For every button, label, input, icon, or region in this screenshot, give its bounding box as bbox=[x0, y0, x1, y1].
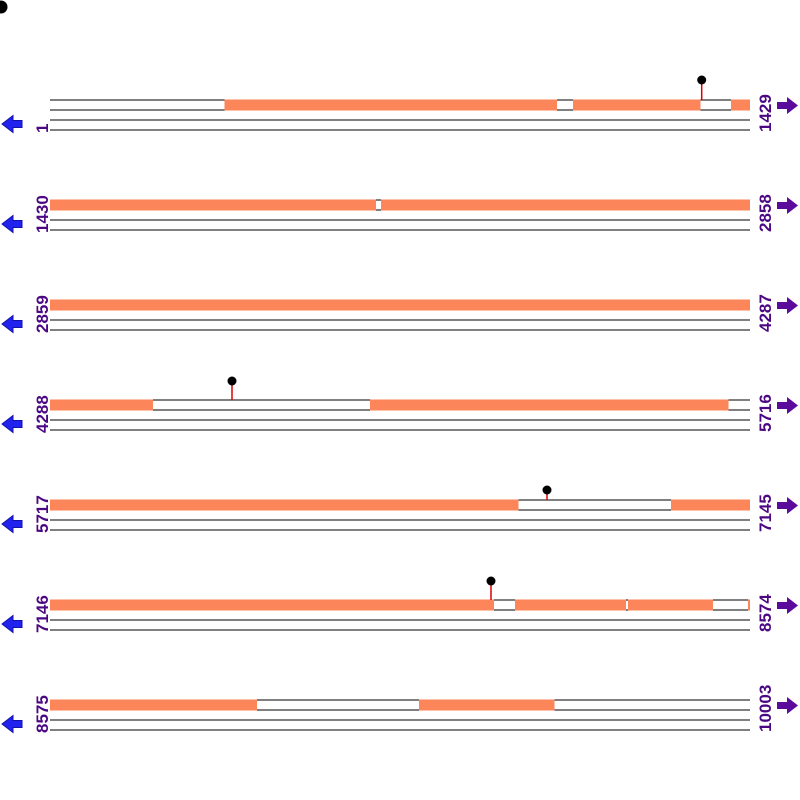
feature-segment[interactable] bbox=[50, 699, 258, 711]
feature-segment[interactable] bbox=[572, 99, 701, 111]
row-end-position-label: 7145 bbox=[756, 494, 775, 532]
row-end-position-label: 4287 bbox=[756, 294, 775, 332]
right-arrow-icon[interactable] bbox=[777, 97, 798, 114]
left-arrow-icon[interactable] bbox=[1, 414, 23, 434]
lollipop-marker-icon[interactable] bbox=[486, 576, 496, 586]
row-start-position-label: 2859 bbox=[33, 295, 52, 333]
row-start-position-label: 5717 bbox=[33, 495, 52, 533]
row-start-position-label: 1430 bbox=[33, 195, 52, 233]
sequence-row: 4288 5716 bbox=[1, 376, 798, 434]
row-end-position-label: 10003 bbox=[756, 685, 775, 732]
feature-segment[interactable] bbox=[514, 599, 627, 611]
right-arrow-icon[interactable] bbox=[777, 197, 798, 214]
left-arrow-icon[interactable] bbox=[1, 314, 23, 334]
feature-segment[interactable] bbox=[670, 499, 750, 511]
sequence-row: 8575 10003 bbox=[1, 685, 798, 734]
sequence-row: 7146 8574 bbox=[1, 576, 798, 634]
feature-segment[interactable] bbox=[50, 399, 153, 411]
row-start-position-label: 7146 bbox=[33, 595, 52, 633]
left-arrow-icon[interactable] bbox=[1, 714, 23, 734]
row-end-position-label: 2858 bbox=[756, 194, 775, 232]
feature-segment[interactable] bbox=[50, 599, 494, 611]
right-arrow-icon[interactable] bbox=[777, 397, 798, 414]
sequence-row: 1 1429 bbox=[1, 75, 798, 134]
feature-segment[interactable] bbox=[628, 599, 713, 611]
right-arrow-icon[interactable] bbox=[777, 497, 798, 514]
feature-segment[interactable] bbox=[381, 199, 750, 211]
lollipop-marker-icon[interactable] bbox=[542, 485, 552, 495]
feature-segment[interactable] bbox=[731, 99, 750, 111]
sequence-row: 1430 2858 bbox=[1, 194, 798, 234]
feature-segment[interactable] bbox=[50, 499, 519, 511]
feature-segment[interactable] bbox=[50, 299, 750, 311]
right-arrow-icon[interactable] bbox=[777, 297, 798, 314]
row-end-position-label: 1429 bbox=[756, 94, 775, 132]
sequence-row: 5717 7145 bbox=[1, 485, 798, 534]
row-start-position-label: 8575 bbox=[33, 695, 52, 733]
left-arrow-icon[interactable] bbox=[1, 114, 23, 134]
left-arrow-icon[interactable] bbox=[1, 214, 23, 234]
left-arrow-icon[interactable] bbox=[1, 514, 23, 534]
feature-segment[interactable] bbox=[747, 599, 750, 611]
right-arrow-icon[interactable] bbox=[777, 697, 798, 714]
row-end-position-label: 8574 bbox=[756, 594, 775, 632]
clipped-marker-dot-icon bbox=[0, 0, 8, 14]
lollipop-marker-icon[interactable] bbox=[697, 75, 707, 85]
row-start-position-label: 1 bbox=[33, 124, 52, 133]
feature-segment[interactable] bbox=[50, 199, 377, 211]
feature-segment[interactable] bbox=[369, 399, 729, 411]
row-end-position-label: 5716 bbox=[756, 394, 775, 432]
left-arrow-icon[interactable] bbox=[1, 614, 23, 634]
feature-segment[interactable] bbox=[418, 699, 555, 711]
row-start-position-label: 4288 bbox=[33, 395, 52, 433]
sequence-row: 2859 4287 bbox=[1, 294, 798, 334]
lollipop-marker-icon[interactable] bbox=[227, 376, 237, 386]
feature-segment[interactable] bbox=[224, 99, 557, 111]
right-arrow-icon[interactable] bbox=[777, 597, 798, 614]
